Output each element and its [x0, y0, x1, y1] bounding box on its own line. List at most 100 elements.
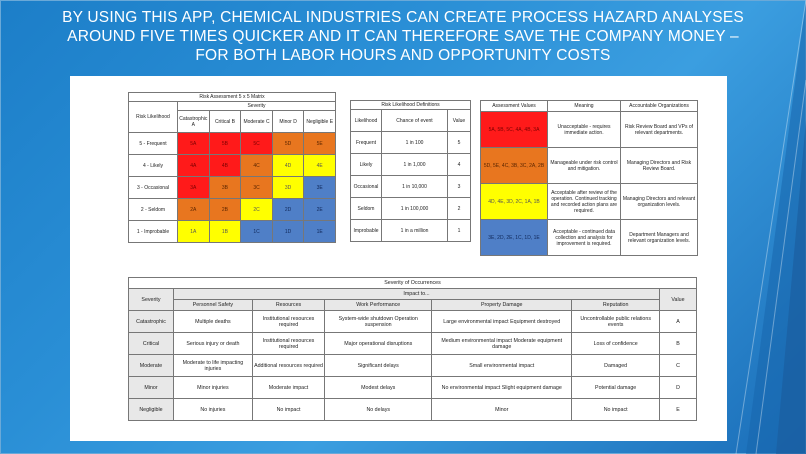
- value-col-header: Value: [659, 288, 697, 311]
- matrix-cell: 5E: [303, 132, 336, 155]
- severity-cell: Moderate to life impacting injuries: [173, 354, 253, 377]
- severity-cell: Loss of confidence: [571, 332, 660, 355]
- severity-cell: Moderate impact: [251, 376, 326, 399]
- matrix-col-header: Moderate C: [240, 110, 273, 133]
- assessment-col-header: Accountable Organizations: [620, 100, 698, 112]
- assessment-row: 4D, 4E, 3D, 2C, 1A, 1B Acceptable after …: [480, 183, 698, 220]
- severity-cell: Significant delays: [324, 354, 433, 377]
- severity-cell: Multiple deaths: [173, 310, 253, 333]
- embedded-sheet: Risk Assessment 5 x 5 Matrix Risk Likeli…: [70, 76, 727, 441]
- severity-row: Catastrophic Multiple deaths Institution…: [128, 310, 697, 333]
- matrix-row-label: 1 - Improbable: [128, 220, 178, 243]
- matrix-row: 1 - Improbable 1A 1B 1C 1D 1E: [128, 220, 336, 243]
- severity-cell: Medium environmental impact Moderate equ…: [431, 332, 573, 355]
- matrix-cell: 2A: [177, 198, 210, 221]
- severity-title: Severity of Occurrences: [128, 277, 697, 289]
- severity-cell: Potential damage: [571, 376, 660, 399]
- severity-row: Negligible No injuries No impact No dela…: [128, 398, 697, 421]
- likelihood-col-header: Likelihood: [350, 109, 382, 132]
- impact-col-header: Reputation: [571, 299, 660, 311]
- likelihood-cell: Seldom: [350, 197, 382, 220]
- severity-cell: Small environmental impact: [431, 354, 573, 377]
- severity-cell: No impact: [571, 398, 660, 421]
- severity-cell: Modest delays: [324, 376, 433, 399]
- assessment-col-header: Meaning: [547, 100, 621, 112]
- matrix-cell: 5A: [177, 132, 210, 155]
- matrix-cell: 3D: [271, 176, 305, 199]
- assessment-values: 3E, 2D, 2E, 1C, 1D, 1E: [480, 219, 548, 256]
- assessment-row: 5A, 5B, 5C, 4A, 4B, 3A Unacceptable - re…: [480, 111, 698, 148]
- severity-cell: Minor injuries: [173, 376, 253, 399]
- assessment-org: Department Managers and relevant organiz…: [620, 219, 698, 256]
- title-line-1: BY USING THIS APP, CHEMICAL INDUSTRIES C…: [62, 9, 744, 26]
- severity-cell: Institutional resources required: [251, 310, 326, 333]
- likelihood-row: Seldom 1 in 100,000 2: [350, 197, 471, 220]
- matrix-corner: Risk Likelihood: [128, 101, 178, 133]
- severity-row: Moderate Moderate to life impacting inju…: [128, 354, 697, 377]
- matrix-cell: 2D: [271, 198, 305, 221]
- severity-value: E: [659, 398, 697, 421]
- severity-cell: Institutional resources required: [251, 332, 326, 355]
- likelihood-cell: 1 in 1,000: [381, 153, 448, 176]
- likelihood-cell: 1 in 10,000: [381, 175, 448, 198]
- assessment-values: 4D, 4E, 3D, 2C, 1A, 1B: [480, 183, 548, 220]
- matrix-row-label: 2 - Seldom: [128, 198, 178, 221]
- likelihood-cell: 1: [447, 219, 471, 242]
- matrix-col-header: Catastrophic A: [177, 110, 210, 133]
- decorative-stripes: [735, 0, 806, 454]
- severity-cell: No injuries: [173, 398, 253, 421]
- likelihood-row: Likely 1 in 1,000 4: [350, 153, 471, 176]
- severity-cell: Additional resources required: [251, 354, 326, 377]
- matrix-row-label: 4 - Likely: [128, 154, 178, 177]
- impact-col-header: Property Damage: [431, 299, 573, 311]
- likelihood-col-header: Chance of event: [381, 109, 448, 132]
- assessment-meaning: Acceptable after review of the operation…: [547, 183, 621, 220]
- matrix-cell: 2E: [303, 198, 336, 221]
- severity-cell: Serious injury or death: [173, 332, 253, 355]
- likelihood-cell: 5: [447, 131, 471, 154]
- assessment-org: Managing Directors and relevant organiza…: [620, 183, 698, 220]
- matrix-col-header: Minor D: [271, 110, 305, 133]
- assessment-row: 3E, 2D, 2E, 1C, 1D, 1E Acceptable - cont…: [480, 219, 698, 256]
- severity-cell: Minor: [431, 398, 573, 421]
- likelihood-cell: 2: [447, 197, 471, 220]
- severity-value: C: [659, 354, 697, 377]
- matrix-cell: 1E: [303, 220, 336, 243]
- matrix-title: Risk Assessment 5 x 5 Matrix: [128, 92, 336, 102]
- severity-cell: Large environmental impact Equipment des…: [431, 310, 573, 333]
- slide-title: BY USING THIS APP, CHEMICAL INDUSTRIES C…: [0, 8, 806, 65]
- matrix-cell: 5D: [271, 132, 305, 155]
- severity-row-label: Moderate: [128, 354, 174, 377]
- matrix-cell: 4B: [208, 154, 242, 177]
- matrix-row: 4 - Likely 4A 4B 4C 4D 4E: [128, 154, 336, 177]
- severity-row: Minor Minor injuries Moderate impact Mod…: [128, 376, 697, 399]
- impact-col-header: Resources: [251, 299, 326, 311]
- matrix-cell: 4E: [303, 154, 336, 177]
- matrix-severity-header: Severity: [177, 101, 336, 111]
- likelihood-col-header: Value: [447, 109, 471, 132]
- assessment-meaning: Manageable under risk control and mitiga…: [547, 147, 621, 184]
- likelihood-cell: 1 in 100: [381, 131, 448, 154]
- likelihood-cell: 1 in 100,000: [381, 197, 448, 220]
- likelihood-cell: Improbable: [350, 219, 382, 242]
- title-line-2: AROUND FIVE TIMES QUICKER AND IT CAN THE…: [67, 28, 739, 45]
- assessment-values: 5D, 5E, 4C, 3B, 3C, 2A, 2B: [480, 147, 548, 184]
- severity-value: B: [659, 332, 697, 355]
- likelihood-cell: Likely: [350, 153, 382, 176]
- title-line-3: FOR BOTH LABOR HOURS AND OPPORTUNITY COS…: [195, 47, 611, 64]
- impact-col-header: Work Performance: [324, 299, 433, 311]
- assessment-col-header: Assessment Values: [480, 100, 548, 112]
- risk-matrix-table: Risk Assessment 5 x 5 Matrix Risk Likeli…: [128, 92, 336, 243]
- severity-row: Critical Serious injury or death Institu…: [128, 332, 697, 355]
- assessment-meaning: Unacceptable - requires immediate action…: [547, 111, 621, 148]
- matrix-col-header: Negligible E: [303, 110, 336, 133]
- assessment-org: Managing Directors and Risk Review Board…: [620, 147, 698, 184]
- matrix-cell: 1B: [208, 220, 242, 243]
- likelihood-row: Occasional 1 in 10,000 3: [350, 175, 471, 198]
- matrix-cell: 2C: [240, 198, 273, 221]
- matrix-cell: 4C: [240, 154, 273, 177]
- likelihood-title: Risk Likelihood Definitions: [350, 100, 471, 110]
- impact-col-header: Personnel Safety: [173, 299, 253, 311]
- severity-cell: No environmental impact Slight equipment…: [431, 376, 573, 399]
- matrix-cell: 1C: [240, 220, 273, 243]
